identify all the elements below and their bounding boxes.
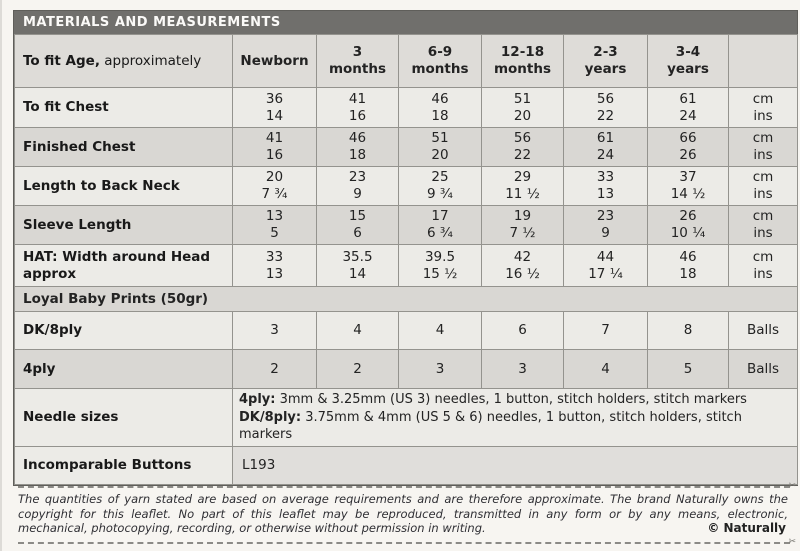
table-row-sleeve-length: Sleeve Length 13 5 15 6 17 6 ¾ 19 7 ½ 23 9 26… xyxy=(14,205,798,245)
size-header-6-9-months: 6-9 months xyxy=(398,34,482,88)
table-header-row: To fit Age, approximately Newborn 3 month… xyxy=(14,34,798,88)
row-label: Incomparable Buttons xyxy=(14,445,233,485)
age-header-cell: To fit Age, approximately xyxy=(14,34,233,88)
size-header-3-months: 3 months xyxy=(316,34,399,88)
cut-line-bottom: ✂ xyxy=(18,537,796,547)
value-cell: 35.5 14 xyxy=(316,244,399,287)
scissors-icon: ✂ xyxy=(788,537,796,547)
value-cell: 3 xyxy=(481,349,564,389)
value-cell: 46 18 xyxy=(398,87,482,128)
units-header-cell xyxy=(728,34,798,88)
value-cell: 51 20 xyxy=(481,87,564,128)
unit-cell: cm ins xyxy=(728,205,798,245)
value-cell: 46 18 xyxy=(316,127,399,167)
size-header-12-18-months: 12-18 months xyxy=(481,34,564,88)
value-cell: 20 7 ¾ xyxy=(232,166,317,206)
unit-cell: cm ins xyxy=(728,87,798,128)
value-cell: 4 xyxy=(316,311,399,350)
scissors-icon: ✂ xyxy=(788,481,796,491)
value-cell: 23 9 xyxy=(563,205,648,245)
yarn-band-row: Loyal Baby Prints (50gr) xyxy=(14,286,798,312)
table-row-4ply: 4ply 2 2 3 3 4 5 Balls xyxy=(14,349,798,389)
table-row-hat-width: HAT: Width around Head approx 33 13 35.5 1… xyxy=(14,244,798,287)
value-cell: 3 xyxy=(232,311,317,350)
table-row-dk-8ply: DK/8ply 3 4 4 6 7 8 Balls xyxy=(14,311,798,350)
value-cell: 25 9 ¾ xyxy=(398,166,482,206)
value-cell: 39.5 15 ½ xyxy=(398,244,482,287)
yarn-band-label: Loyal Baby Prints (50gr) xyxy=(14,286,798,312)
value-cell: 29 11 ½ xyxy=(481,166,564,206)
measurements-table: To fit Age, approximately Newborn 3 month… xyxy=(14,34,798,485)
table-row-length-to-back-neck: Length to Back Neck 20 7 ¾ 23 9 25 9 ¾ 29 11… xyxy=(14,166,798,206)
unit-cell: Balls xyxy=(728,311,798,350)
value-cell: 61 24 xyxy=(563,127,648,167)
value-cell: 44 17 ¼ xyxy=(563,244,648,287)
needle-sizes-cell: 4ply: 3mm & 3.25mm (US 3) needles, 1 but… xyxy=(232,388,798,447)
value-cell: 56 22 xyxy=(481,127,564,167)
table-row-buttons: Incomparable Buttons L193 xyxy=(14,445,798,485)
value-cell: 19 7 ½ xyxy=(481,205,564,245)
value-cell: 37 14 ½ xyxy=(647,166,729,206)
size-header-3-4-years: 3-4 years xyxy=(647,34,729,88)
needle-line-dk: DK/8ply: 3.75mm & 4mm (US 5 & 6) needles… xyxy=(239,409,742,443)
size-header-newborn: Newborn xyxy=(232,34,317,88)
row-label: To fit Chest xyxy=(14,87,233,128)
needle-line-4ply: 4ply: 3mm & 3.25mm (US 3) needles, 1 but… xyxy=(239,392,747,407)
value-cell: 46 18 xyxy=(647,244,729,287)
value-cell: 13 5 xyxy=(232,205,317,245)
row-label: Needle sizes xyxy=(14,388,233,447)
value-cell: 33 13 xyxy=(563,166,648,206)
value-cell: 56 22 xyxy=(563,87,648,128)
buttons-value: L193 xyxy=(232,445,798,485)
value-cell: 7 xyxy=(563,311,648,350)
value-cell: 41 16 xyxy=(232,127,317,167)
value-cell: 4 xyxy=(563,349,648,389)
value-cell: 3 xyxy=(398,349,482,389)
value-cell: 6 xyxy=(481,311,564,350)
copyright: © Naturally xyxy=(707,521,786,535)
value-cell: 41 16 xyxy=(316,87,399,128)
value-cell: 23 9 xyxy=(316,166,399,206)
table-row-to-fit-chest: To fit Chest 36 14 41 16 46 18 51 20 56 22 61… xyxy=(14,87,798,128)
row-label: Length to Back Neck xyxy=(14,166,233,206)
unit-cell: Balls xyxy=(728,349,798,389)
unit-cell: cm ins xyxy=(728,166,798,206)
age-header-regular: approximately xyxy=(99,52,202,69)
row-label: DK/8ply xyxy=(14,311,233,350)
value-cell: 5 xyxy=(647,349,729,389)
row-label: Sleeve Length xyxy=(14,205,233,245)
value-cell: 15 6 xyxy=(316,205,399,245)
cut-line-top: ✂ xyxy=(18,481,796,491)
value-cell: 8 xyxy=(647,311,729,350)
table-row-needle-sizes: Needle sizes 4ply: 3mm & 3.25mm (US 3) n… xyxy=(14,388,798,447)
unit-cell: cm ins xyxy=(728,127,798,167)
materials-table-box: MATERIALS AND MEASUREMENTS To fit Age, a… xyxy=(13,10,798,486)
value-cell: 61 24 xyxy=(647,87,729,128)
footer-disclaimer: The quantities of yarn stated are based … xyxy=(18,492,788,535)
size-header-2-3-years: 2-3 years xyxy=(563,34,648,88)
value-cell: 17 6 ¾ xyxy=(398,205,482,245)
value-cell: 66 26 xyxy=(647,127,729,167)
value-cell: 51 20 xyxy=(398,127,482,167)
table-row-finished-chest: Finished Chest 41 16 46 18 51 20 56 22 61 24 … xyxy=(14,127,798,167)
value-cell: 2 xyxy=(232,349,317,389)
age-header-bold: To fit Age, xyxy=(23,52,100,69)
row-label: 4ply xyxy=(14,349,233,389)
unit-cell: cm ins xyxy=(728,244,798,287)
row-label: HAT: Width around Head approx xyxy=(14,244,233,287)
value-cell: 26 10 ¼ xyxy=(647,205,729,245)
value-cell: 42 16 ½ xyxy=(481,244,564,287)
value-cell: 36 14 xyxy=(232,87,317,128)
row-label: Finished Chest xyxy=(14,127,233,167)
value-cell: 33 13 xyxy=(232,244,317,287)
value-cell: 4 xyxy=(398,311,482,350)
materials-header-bar: MATERIALS AND MEASUREMENTS xyxy=(14,11,797,34)
value-cell: 2 xyxy=(316,349,399,389)
